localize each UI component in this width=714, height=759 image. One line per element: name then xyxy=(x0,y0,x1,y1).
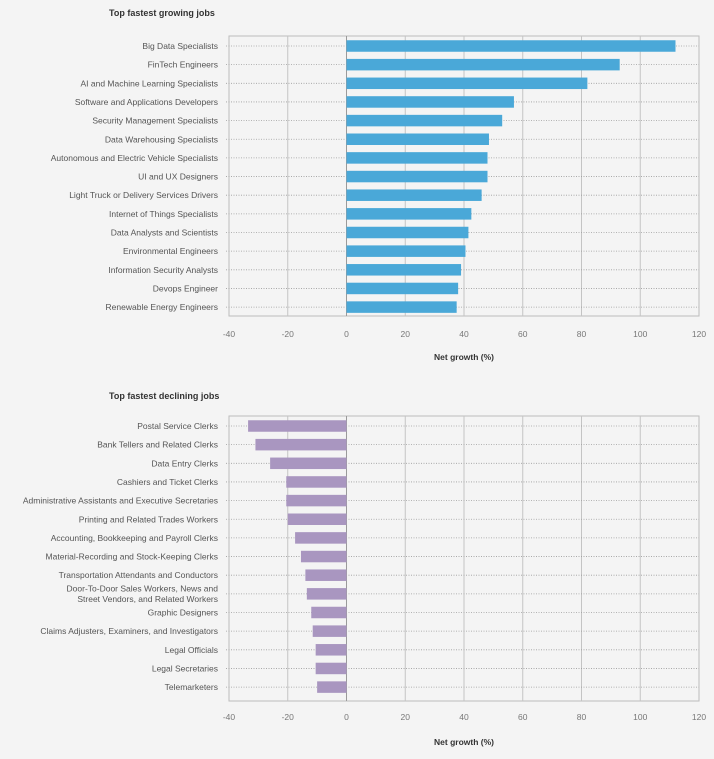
category-label: Security Management Specialists xyxy=(92,116,218,126)
bar xyxy=(346,133,489,145)
tick-label: 60 xyxy=(518,329,528,339)
tick-label: 40 xyxy=(459,329,469,339)
bar xyxy=(346,114,503,127)
category-label: Environmental Engineers xyxy=(123,246,218,256)
category-label: Street Vendors, and Related Workers xyxy=(77,594,218,604)
bar xyxy=(346,282,459,295)
bar xyxy=(311,606,347,619)
category-label: Claims Adjusters, Examiners, and Investi… xyxy=(40,626,218,636)
category-label: Software and Applications Developers xyxy=(75,97,218,107)
tick-label: 100 xyxy=(633,329,647,339)
bar xyxy=(346,226,469,239)
bar xyxy=(346,245,466,257)
bar xyxy=(346,189,482,201)
category-label: AI and Machine Learning Specialists xyxy=(81,78,219,88)
category-label: FinTech Engineers xyxy=(148,60,218,70)
category-label: Accounting, Bookkeeping and Payroll Cler… xyxy=(51,533,218,543)
bar xyxy=(346,264,462,276)
tick-label: 60 xyxy=(518,712,528,722)
tick-label: 120 xyxy=(692,712,706,722)
x-axis-label: Net growth (%) xyxy=(434,737,494,747)
x-axis-label: Net growth (%) xyxy=(434,352,494,362)
category-label: Cashiers and Ticket Clerks xyxy=(117,477,218,487)
tick-label: 0 xyxy=(344,712,349,722)
category-label: Legal Officials xyxy=(165,645,218,655)
tick-label: 20 xyxy=(401,329,411,339)
category-label: Door-To-Door Sales Workers, News and xyxy=(67,584,219,594)
category-label: Legal Secretaries xyxy=(152,663,218,673)
bar xyxy=(270,457,347,470)
bar xyxy=(312,625,347,637)
tick-label: 100 xyxy=(633,712,647,722)
category-label: UI and UX Designers xyxy=(138,172,218,182)
category-label: Administrative Assistants and Executive … xyxy=(23,496,218,506)
category-label: Data Analysts and Scientists xyxy=(111,228,218,238)
tick-label: 0 xyxy=(344,329,349,339)
category-label: Material-Recording and Stock-Keeping Cle… xyxy=(46,552,218,562)
chart-2: Top fastest declining jobs -40 -20 0 20 40 60 8… xyxy=(23,391,706,747)
chart-title: Top fastest growing jobs xyxy=(109,8,215,18)
category-label: Light Truck or Delivery Services Drivers xyxy=(69,190,218,200)
category-label: Devops Engineer xyxy=(153,283,218,293)
bar xyxy=(315,644,347,656)
bar xyxy=(305,569,347,581)
tick-label: 20 xyxy=(401,712,411,722)
chart-1: Top fastest growing jobs -40 -20 0 20 40 60 80 1… xyxy=(51,8,707,362)
category-label: Transportation Attendants and Conductors xyxy=(59,570,218,580)
bar xyxy=(346,152,488,164)
category-label: Bank Tellers and Related Clerks xyxy=(97,440,218,450)
bar xyxy=(300,550,347,563)
tick-label: -40 xyxy=(223,712,236,722)
category-label: Internet of Things Specialists xyxy=(109,209,218,219)
tick-label: 120 xyxy=(692,329,706,339)
bar xyxy=(346,58,620,71)
bar xyxy=(346,77,588,90)
bar xyxy=(295,532,347,544)
bar xyxy=(346,96,514,108)
bar xyxy=(306,588,347,600)
bar xyxy=(286,476,347,488)
category-label: Big Data Specialists xyxy=(142,41,218,51)
category-label: Telemarketers xyxy=(165,682,218,692)
category-label: Data Entry Clerks xyxy=(151,458,218,468)
tick-label: 80 xyxy=(577,712,587,722)
bar xyxy=(346,40,676,52)
category-label: Postal Service Clerks xyxy=(137,421,218,431)
category-label: Data Warehousing Specialists xyxy=(105,134,218,144)
bar xyxy=(346,170,488,183)
category-label: Renewable Energy Engineers xyxy=(106,302,218,312)
bar xyxy=(317,681,347,693)
bar xyxy=(346,208,472,220)
bar xyxy=(248,420,347,432)
bar xyxy=(346,301,457,313)
tick-label: -40 xyxy=(223,329,236,339)
tick-label: 80 xyxy=(577,329,587,339)
chart-title: Top fastest declining jobs xyxy=(109,391,219,401)
bar xyxy=(255,438,347,451)
bar xyxy=(286,494,347,507)
category-label: Printing and Related Trades Workers xyxy=(79,514,218,524)
category-label: Information Security Analysts xyxy=(108,265,218,275)
tick-label: -20 xyxy=(282,329,295,339)
bar xyxy=(315,662,347,675)
bar xyxy=(287,513,347,525)
tick-label: 40 xyxy=(459,712,469,722)
category-label: Graphic Designers xyxy=(148,608,218,618)
tick-label: -20 xyxy=(282,712,295,722)
category-label: Autonomous and Electric Vehicle Speciali… xyxy=(51,153,218,163)
